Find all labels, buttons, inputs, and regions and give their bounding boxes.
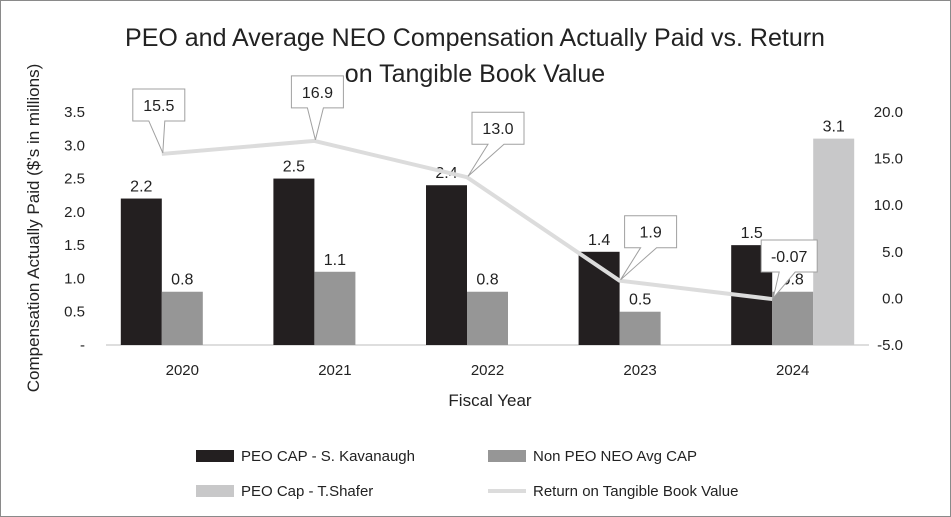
- bar-data-label: 0.8: [171, 272, 193, 289]
- callout-box: [132, 88, 186, 154]
- legend-swatch: [488, 450, 526, 462]
- legend-swatch: [196, 450, 234, 462]
- bar-data-label: 2.5: [283, 159, 305, 176]
- bar-data-label: 2.2: [130, 179, 152, 196]
- bar-data-label: 1.4: [588, 232, 610, 249]
- y-tick-label: 2.5: [64, 171, 85, 188]
- line-callout: -0.07: [760, 239, 818, 299]
- callout-box: [760, 239, 818, 299]
- x-tick-label: 2022: [471, 362, 504, 379]
- y-tick-label: 1.0: [64, 270, 85, 287]
- x-tick-label: 2024: [776, 362, 809, 379]
- legend-item: Non PEO NEO Avg CAP: [488, 448, 697, 465]
- line-data-label: 1.9: [639, 225, 661, 242]
- callout-box: [290, 75, 344, 141]
- legend: PEO CAP - S. Kavanaugh Non PEO NEO Avg CA…: [196, 448, 738, 500]
- bar-data-label: 1.5: [741, 225, 763, 242]
- legend-label: Return on Tangible Book Value: [533, 483, 738, 500]
- y-tick-label: 3.5: [64, 104, 85, 121]
- bar-data-label: 1.1: [324, 252, 346, 269]
- bar: [273, 178, 315, 345]
- y-tick-label: 3.0: [64, 137, 85, 154]
- bar-data-label: 3.1: [823, 119, 845, 136]
- x-tick-label: 2023: [623, 362, 656, 379]
- line-callout: 13.0: [467, 111, 525, 177]
- callout-box: [467, 111, 525, 177]
- chart-title-line-2: on Tangible Book Value: [345, 60, 605, 88]
- x-tick-label: 2021: [318, 362, 351, 379]
- y2-tick-label: 20.0: [874, 104, 903, 121]
- bar: [772, 291, 814, 345]
- legend-item: PEO Cap - T.Shafer: [196, 483, 373, 500]
- line-data-label: 16.9: [302, 85, 333, 102]
- bar-data-label: 0.8: [476, 272, 498, 289]
- bar: [813, 138, 855, 345]
- legend-item: PEO CAP - S. Kavanaugh: [196, 448, 415, 465]
- line-callout: 1.9: [620, 215, 678, 281]
- y-tick-label: 0.5: [64, 304, 85, 321]
- legend-swatch: [196, 485, 234, 497]
- plot-area: - 0.5 1.0 1.5 2.0 2.5 3.0 3.5 -5.0 0.0 5.0 10.0 15.0…: [64, 75, 903, 379]
- bar: [467, 291, 508, 345]
- line-callout: 16.9: [290, 75, 344, 141]
- bar: [120, 198, 162, 345]
- y-tick-label: 2.0: [64, 204, 85, 221]
- y2-tick-label: 15.0: [874, 151, 903, 168]
- bar: [619, 311, 661, 345]
- y-axis-label: Compensation Actually Paid ($’s in milli…: [24, 64, 43, 393]
- bar: [161, 291, 203, 345]
- line-data-label: 13.0: [482, 121, 513, 138]
- legend-item: Return on Tangible Book Value: [488, 483, 738, 500]
- callout-box: [620, 215, 678, 281]
- bar-data-label: 0.5: [629, 292, 651, 309]
- y2-tick-label: 10.0: [874, 197, 903, 214]
- line-data-label: 15.5: [143, 98, 174, 115]
- y2-tick-label: 5.0: [882, 244, 903, 261]
- line-data-label: -0.07: [771, 249, 808, 266]
- legend-label: Non PEO NEO Avg CAP: [533, 448, 697, 465]
- y-tick-label: -: [80, 337, 85, 354]
- y2-tick-label: -5.0: [877, 337, 903, 354]
- bar: [314, 271, 356, 345]
- line-callout: 15.5: [132, 88, 186, 154]
- y-tick-label: 1.5: [64, 237, 85, 254]
- chart-title-line-1: PEO and Average NEO Compensation Actuall…: [125, 24, 825, 52]
- y2-tick-label: 0.0: [882, 290, 903, 307]
- line-series-path: [161, 138, 773, 302]
- x-tick-label: 2020: [166, 362, 199, 379]
- x-axis-label: Fiscal Year: [448, 391, 531, 410]
- legend-label: PEO Cap - T.Shafer: [241, 483, 373, 500]
- bar: [426, 185, 467, 345]
- legend-label: PEO CAP - S. Kavanaugh: [241, 448, 415, 465]
